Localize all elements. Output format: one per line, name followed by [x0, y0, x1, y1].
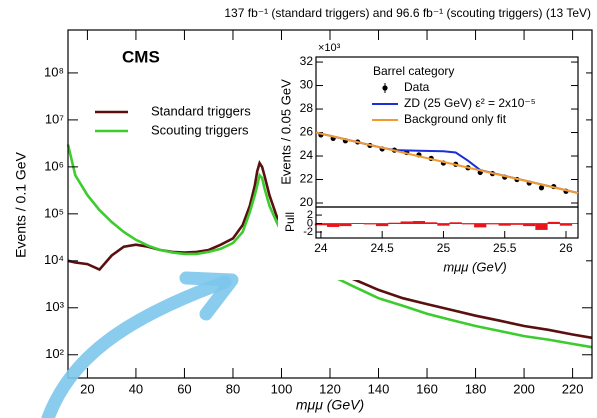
y-tick-label: 26 — [300, 125, 314, 139]
y-tick-label: 10⁸ — [44, 64, 64, 79]
legend-label: Background only fit — [404, 112, 507, 126]
bar — [314, 223, 328, 226]
y-tick-label: 28 — [300, 101, 314, 115]
bar — [510, 223, 524, 225]
bar — [461, 223, 475, 225]
x-tick-label: 20 — [80, 381, 94, 396]
x-tick-label: 120 — [319, 381, 341, 396]
bar — [559, 223, 573, 226]
x-axis-label: mμμ (GeV) — [296, 397, 364, 413]
y-tick-label: 10² — [45, 346, 64, 361]
bar — [523, 223, 536, 227]
y-tick-label: 24 — [300, 148, 314, 162]
legend-label: Data — [404, 80, 430, 94]
x-tick-label: 26 — [559, 241, 573, 255]
cms-label: CMS — [122, 47, 160, 66]
legend-swatch — [382, 85, 388, 91]
y-tick-label: -2 — [303, 226, 313, 238]
bar — [351, 223, 364, 224]
y-tick-label: 20 — [300, 195, 314, 209]
x-tick-label: 160 — [416, 381, 438, 396]
bar — [474, 223, 487, 228]
bar — [486, 223, 499, 225]
y-tick-label: 10³ — [45, 299, 64, 314]
bar — [437, 223, 450, 226]
bar — [363, 223, 377, 225]
x-tick-label: 180 — [465, 381, 487, 396]
bar — [327, 223, 340, 227]
x-tick-label: 100 — [271, 381, 293, 396]
bar — [339, 223, 352, 227]
y-tick-label: 10⁴ — [44, 252, 64, 267]
x-tick-label: 220 — [562, 381, 584, 396]
frame — [315, 206, 579, 239]
x-axis-label: mμμ (GeV) — [443, 259, 506, 274]
x-tick-label: 25.5 — [493, 241, 517, 255]
header: 137 fb⁻¹ (standard triggers) and 96.6 fb… — [224, 6, 591, 20]
series-line — [67, 160, 593, 340]
x-tick-label: 40 — [129, 381, 143, 396]
x-tick-label: 25 — [437, 241, 451, 255]
legend-label: Standard triggers — [151, 103, 251, 118]
swoosh-arrow-head — [179, 271, 239, 321]
bar — [376, 223, 389, 227]
x-tick-label: 60 — [177, 381, 191, 396]
bar — [498, 223, 511, 226]
y-tick-label: 10⁵ — [44, 205, 64, 220]
legend-title: Barrel category — [373, 64, 454, 78]
bar — [425, 222, 438, 224]
y-axis-label: Events / 0.1 GeV — [13, 151, 29, 257]
y-tick-label: 30 — [300, 78, 314, 92]
data-point — [538, 185, 545, 191]
plot-area: 137 fb⁻¹ (standard triggers) and 96.6 fb… — [13, 6, 593, 413]
legend-label: Scouting triggers — [151, 122, 249, 137]
y-tick-label: 10⁷ — [45, 111, 64, 126]
bar — [388, 222, 401, 224]
y-tick-label: 2 — [307, 209, 313, 221]
y-tick-label: 10⁶ — [44, 158, 64, 173]
inset-background — [278, 42, 586, 280]
series-line — [315, 131, 579, 194]
y-axis-label: Pull — [283, 212, 297, 232]
x-tick-label: 24.5 — [370, 241, 394, 255]
y-axis-label: Events / 0.05 GeV — [278, 79, 293, 185]
x-tick-label: 200 — [513, 381, 535, 396]
bar — [412, 221, 426, 224]
x-tick-label: 140 — [368, 381, 390, 396]
x-tick-label: 80 — [226, 381, 240, 396]
bar — [400, 221, 413, 224]
legend-label: ZD (25 GeV) ε² = 2x10⁻⁵ — [404, 96, 536, 110]
y-tick-label: 22 — [300, 172, 314, 186]
x-tick-label: 24 — [314, 241, 328, 255]
series-line — [66, 144, 593, 349]
bar — [547, 221, 560, 224]
y-tick-label: 0 — [307, 217, 313, 229]
y-multiplier: ×10³ — [318, 42, 341, 54]
bar — [449, 222, 462, 224]
swoosh-arrow — [41, 275, 232, 418]
bar — [535, 223, 548, 230]
y-tick-label: 32 — [300, 54, 314, 68]
